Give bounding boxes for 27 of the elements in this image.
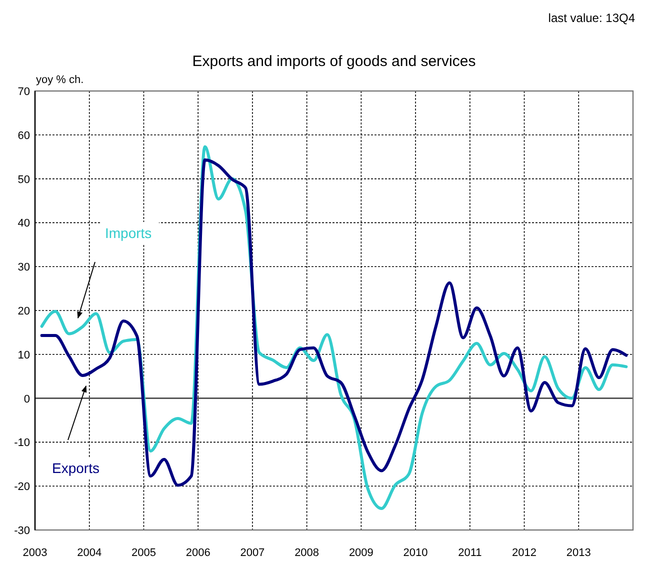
text: Imports <box>105 225 152 241</box>
y-tick-label: -10 <box>14 437 30 450</box>
y-tick-label: 30 <box>18 262 30 274</box>
x-tick-label: 2005 <box>131 547 156 559</box>
x-tick-label: 2009 <box>348 547 374 559</box>
x-tick-label: 2004 <box>77 547 102 559</box>
x-tick-label: 2013 <box>566 547 591 559</box>
y-tick-label: -20 <box>14 481 30 494</box>
x-tick-label: 2011 <box>458 547 482 559</box>
y-tick-label: 40 <box>18 218 30 230</box>
y-tick-label: 70 <box>18 86 30 98</box>
y-tick-label: 60 <box>18 130 30 142</box>
x-tick-label: 2003 <box>22 547 48 559</box>
text: Exports <box>52 460 100 476</box>
x-tick-label: 2012 <box>512 547 537 559</box>
y-axis-title: yoy % ch. <box>36 74 84 86</box>
x-tick-label: 2010 <box>403 547 428 559</box>
y-tick-label: -30 <box>14 525 30 537</box>
x-tick-label: 2006 <box>186 547 210 559</box>
text: last value: 13Q4 <box>548 11 636 25</box>
y-tick-label: 50 <box>18 174 30 186</box>
y-tick-label: 10 <box>18 349 30 362</box>
x-tick-label: 2007 <box>240 547 265 559</box>
y-tick-label: 20 <box>18 306 30 318</box>
chart-title: Exports and imports of goods and services <box>192 53 476 70</box>
y-tick-label: 0 <box>24 393 30 406</box>
x-tick-label: 2008 <box>294 547 320 559</box>
